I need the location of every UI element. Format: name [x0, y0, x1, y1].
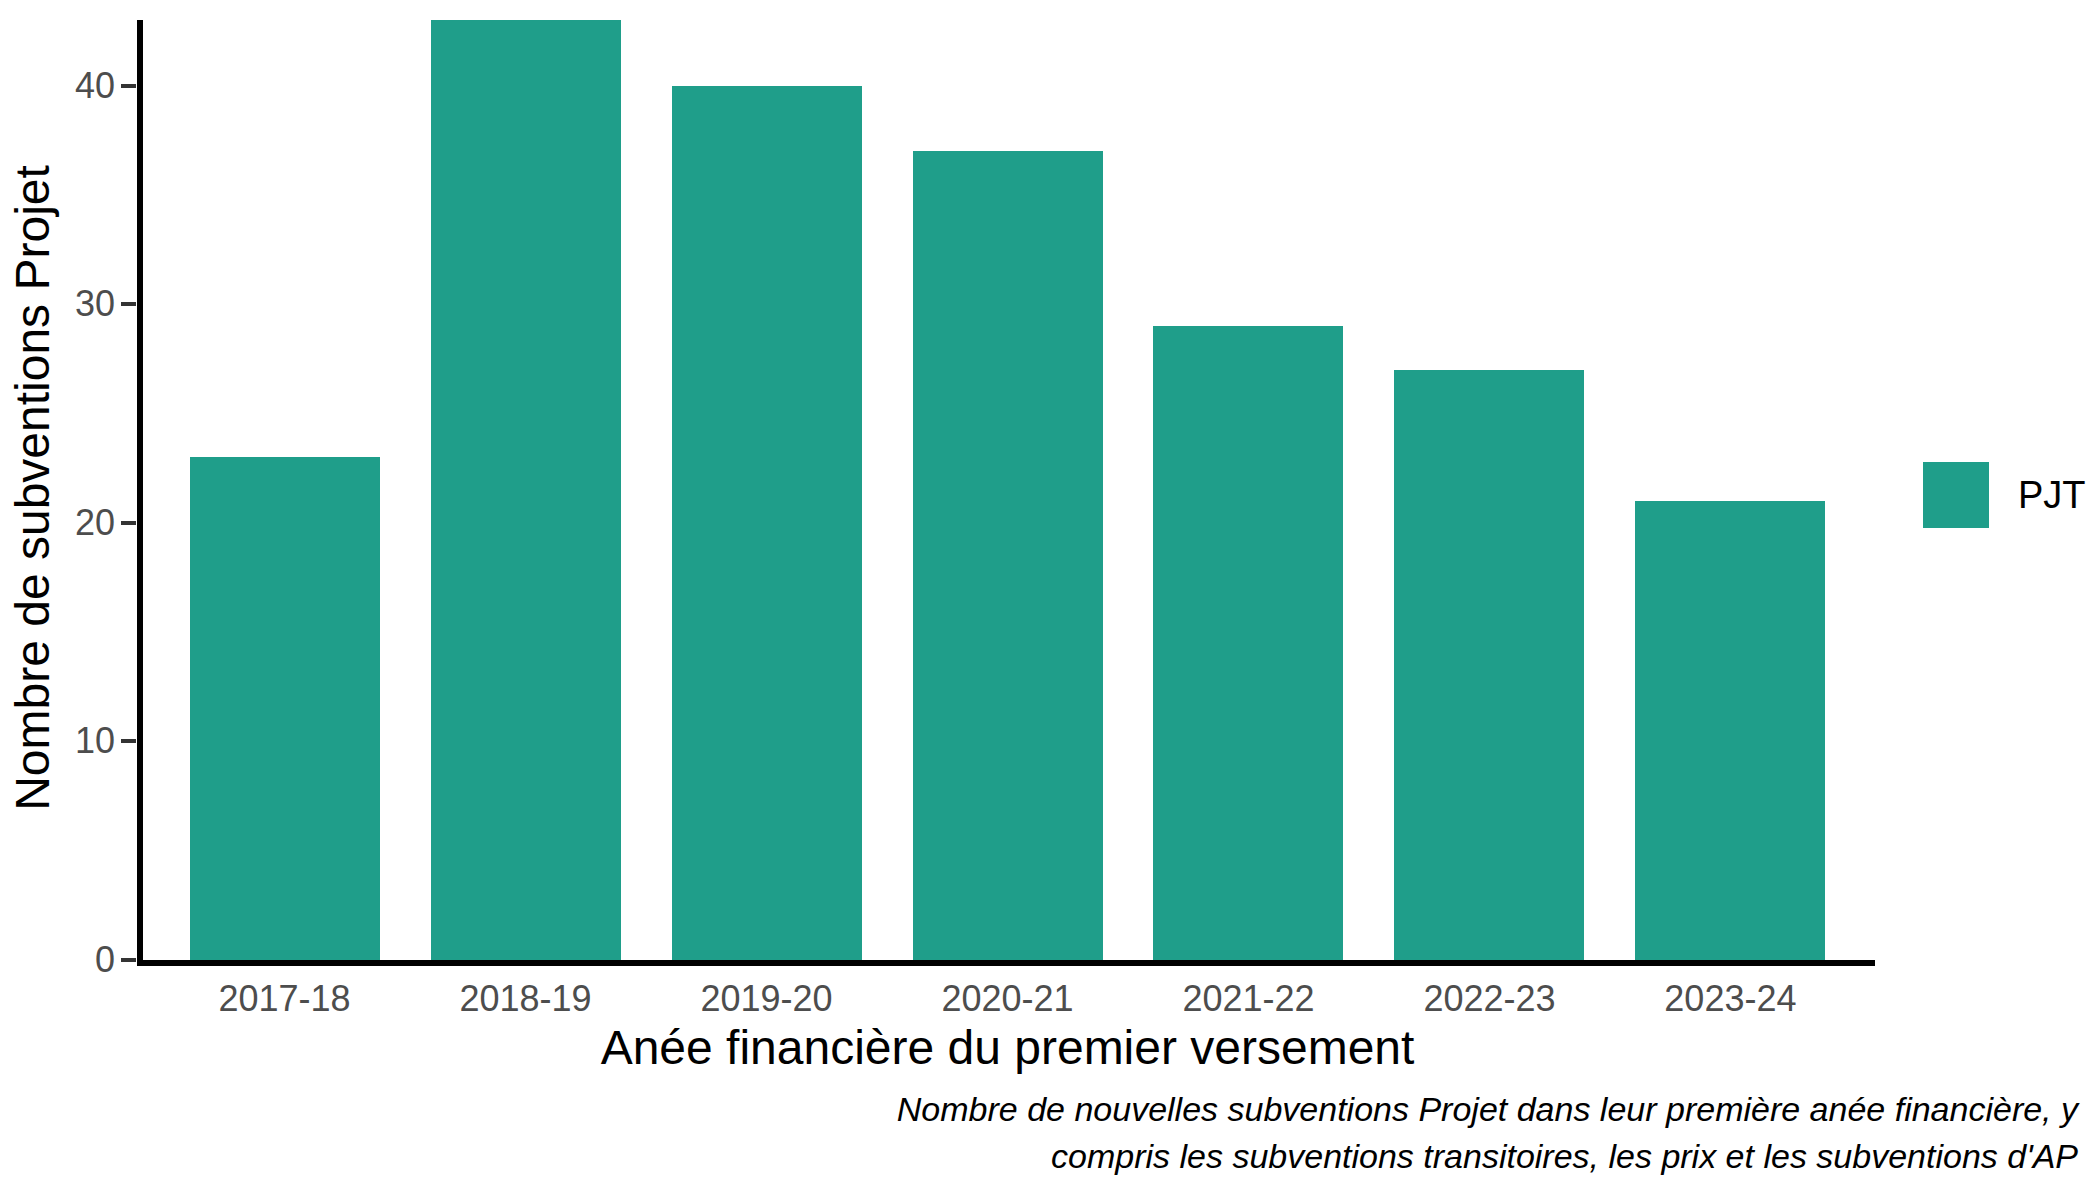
legend: PJT — [1923, 462, 2086, 528]
x-tick-label: 2022-23 — [1369, 978, 1609, 1020]
x-tick-label: 2020-21 — [888, 978, 1128, 1020]
bar-2021-22 — [1153, 326, 1343, 960]
x-tick-label: 2018-19 — [406, 978, 646, 1020]
y-tick-label: 10 — [25, 719, 115, 763]
bar-2022-23 — [1394, 370, 1584, 960]
y-tick-label: 30 — [25, 282, 115, 326]
plot-panel: 2017-182018-192019-202020-212021-222022-… — [140, 20, 1875, 960]
y-tick-mark — [121, 739, 136, 743]
legend-key-swatch — [1923, 462, 1989, 528]
x-tick-label: 2021-22 — [1128, 978, 1368, 1020]
x-tick-label: 2019-20 — [647, 978, 887, 1020]
x-axis-title: Anée financière du premier versement — [140, 1020, 1875, 1075]
y-axis-title: Nombre de subventions Projet — [5, 165, 60, 811]
y-tick-mark — [121, 84, 136, 88]
bar-chart-figure: Nombre de subventions Projet 2017-182018… — [0, 0, 2100, 1200]
y-tick-mark — [121, 302, 136, 306]
bar-2019-20 — [672, 86, 862, 960]
legend-label: PJT — [2018, 474, 2086, 517]
caption-line-2: compris les subventions transitoires, le… — [897, 1133, 2078, 1180]
y-tick-label: 40 — [25, 64, 115, 108]
bar-2017-18 — [190, 457, 380, 960]
x-tick-label: 2017-18 — [165, 978, 405, 1020]
y-tick-label: 0 — [25, 938, 115, 982]
y-tick-label: 20 — [25, 501, 115, 545]
x-tick-label: 2023-24 — [1610, 978, 1850, 1020]
chart-caption: Nombre de nouvelles subventions Projet d… — [897, 1086, 2078, 1180]
y-tick-mark — [121, 958, 136, 962]
bar-2020-21 — [913, 151, 1103, 960]
bar-2023-24 — [1635, 501, 1825, 960]
bar-2018-19 — [431, 20, 621, 960]
caption-line-1: Nombre de nouvelles subventions Projet d… — [897, 1086, 2078, 1133]
x-axis-line — [137, 960, 1875, 966]
y-tick-mark — [121, 521, 136, 525]
